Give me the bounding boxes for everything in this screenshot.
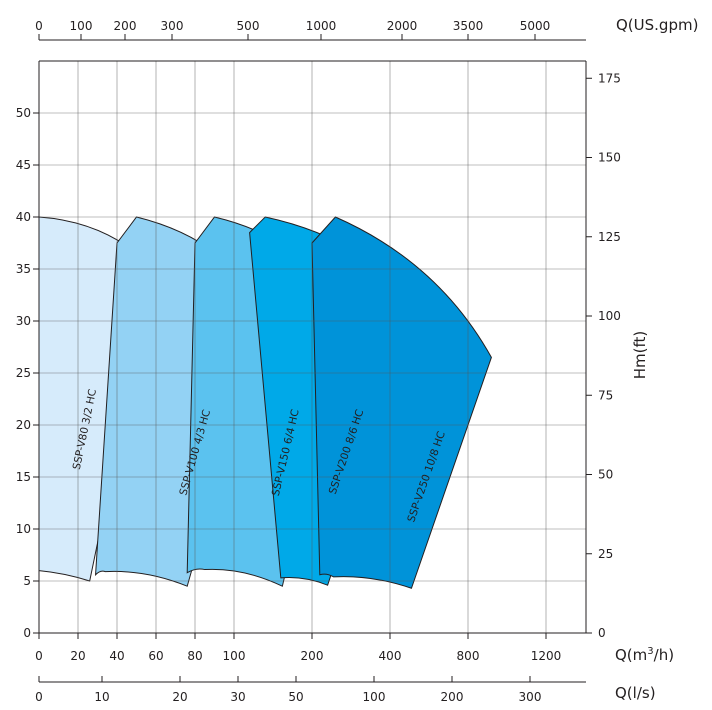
left-tick-label-7: 35 [16,262,31,276]
zone-5 [311,216,492,589]
left-tick-label-2: 10 [16,522,31,536]
bottom-m3h-tick-label-0: 0 [35,649,43,663]
left-tick-label-5: 25 [16,366,31,380]
top-axis-title: Q(US.gpm) [616,16,698,34]
bottom-m3h-axis-title: Q(m3/h) [615,646,674,664]
right-tick-label-5: 125 [598,230,621,244]
left-tick-label-6: 30 [16,314,31,328]
bottom-ls-tick-label-6: 200 [441,690,464,704]
top-tick-label-6: 2000 [387,19,418,33]
left-tick-label-9: 45 [16,158,31,172]
bottom-ls-axis-title: Q(l/s) [615,684,656,702]
bottom-m3h-tick-label-3: 60 [148,649,163,663]
top-tick-label-3: 300 [161,19,184,33]
left-tick-label-1: 5 [23,574,31,588]
bottom-ls-tick-label-3: 30 [230,690,245,704]
bottom-m3h-tick-label-1: 20 [70,649,85,663]
left-tick-label-3: 15 [16,470,31,484]
bottom-m3h-tick-label-6: 200 [301,649,324,663]
grid-lines [39,61,586,633]
right-tick-label-7: 175 [598,71,621,85]
bottom-m3h-tick-label-8: 800 [457,649,480,663]
bottom-ls-tick-label-7: 300 [519,690,542,704]
top-tick-label-0: 0 [35,19,43,33]
left-tick-label-10: 50 [16,106,31,120]
top-tick-label-2: 200 [114,19,137,33]
bottom-ls-tick-label-4: 50 [288,690,303,704]
bottom-m3h-tick-label-2: 40 [109,649,124,663]
right-tick-label-0: 0 [598,626,606,640]
bottom-ls-tick-label-2: 20 [172,690,187,704]
bottom-ls-tick-label-1: 10 [94,690,109,704]
tick-labels: 0 100 200 300 500 1000 2000 3500 500005101520253… [16,19,621,704]
top-tick-label-5: 1000 [306,19,337,33]
top-tick-label-4: 500 [237,19,260,33]
right-tick-label-4: 100 [598,309,621,323]
axis-frame [33,34,592,683]
bottom-m3h-tick-label-5: 100 [223,649,246,663]
bottom-m3h-tick-label-7: 400 [379,649,402,663]
right-tick-label-3: 75 [598,388,613,402]
left-tick-label-4: 20 [16,418,31,432]
bottom-m3h-tick-label-4: 80 [187,649,202,663]
left-tick-label-0: 0 [23,626,31,640]
bottom-ls-tick-label-5: 100 [363,690,386,704]
pump-zones [38,216,492,589]
bottom-m3h-tick-label-9: 1200 [531,649,562,663]
top-tick-label-1: 100 [70,19,93,33]
bottom-ls-tick-label-0: 0 [35,690,43,704]
top-tick-label-8: 5000 [520,19,551,33]
right-tick-label-6: 150 [598,151,621,165]
right-tick-label-2: 50 [598,468,613,482]
left-tick-label-8: 40 [16,210,31,224]
right-tick-label-1: 25 [598,547,613,561]
right-axis-title: Hm(ft) [631,331,649,380]
top-tick-label-7: 3500 [453,19,484,33]
